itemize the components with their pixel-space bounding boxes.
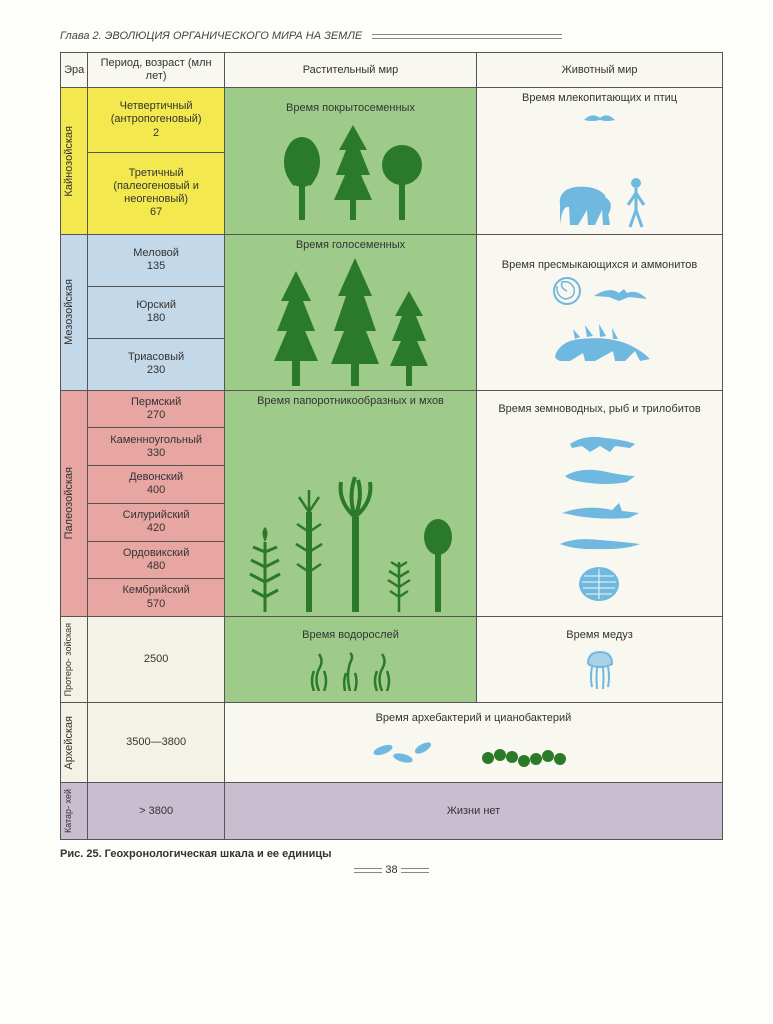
period-ordovician: Ордовикский480: [88, 541, 225, 579]
era-archean: Архейская: [61, 703, 88, 783]
animals-mesozoic: Время пресмыкающихся и аммонитов: [477, 234, 723, 390]
katarchean-life: Жизни нет: [224, 783, 722, 840]
fern-icon: [245, 522, 285, 612]
period-devonian: Девонский400: [88, 466, 225, 504]
cyanobacteria-icon: [478, 743, 578, 773]
kelp-icon: [367, 651, 397, 691]
tree-fern-icon: [333, 462, 378, 612]
header-plants: Растительный мир: [224, 53, 476, 88]
period-carboniferous: Каменноугольный330: [88, 428, 225, 466]
archaebacteria-icon: [368, 738, 438, 773]
era-paleozoic: Палеозойская: [61, 390, 88, 616]
human-icon: [624, 175, 649, 230]
pterosaur-icon: [589, 281, 649, 306]
header-period: Период, возраст (млн лет): [88, 53, 225, 88]
animals-cenozoic: Время млекопитающих и птиц: [477, 88, 723, 234]
period-katarchean: > 3800: [88, 783, 225, 840]
period-quaternary: Четвертичный (антропогеновый)2: [88, 88, 225, 152]
placoderm-icon: [555, 532, 645, 556]
amphibian-icon: [560, 426, 640, 454]
stegosaurus-icon: [545, 311, 655, 366]
animals-paleozoic: Время земноводных, рыб и трилобитов: [477, 390, 723, 616]
algae-icon: [304, 651, 334, 691]
conifer-tree-icon: [331, 120, 376, 220]
horsetail-icon: [289, 482, 329, 612]
period-permian: Пермский270: [88, 390, 225, 428]
mammoth-icon: [550, 175, 620, 230]
plants-cenozoic: Время покрытосеменных: [224, 88, 476, 234]
geochronology-table: Эра Период, возраст (млн лет) Растительн…: [60, 52, 723, 840]
plants-mesozoic: Время голосеменных: [224, 234, 476, 390]
pine-tree-icon: [387, 286, 432, 386]
era-katarchean: Катар- хей: [61, 783, 88, 840]
fish-icon: [557, 462, 642, 490]
page-number: 38: [60, 864, 723, 876]
animals-proterozoic: Время медуз: [477, 616, 723, 702]
ammonite-icon: [550, 276, 585, 306]
period-cambrian: Кембрийский570: [88, 579, 225, 617]
jellyfish-icon: [580, 649, 620, 691]
lycopod-icon: [421, 517, 456, 612]
header-animals: Животный мир: [477, 53, 723, 88]
chapter-header: Глава 2. ЭВОЛЮЦИЯ ОРГАНИЧЕСКОГО МИРА НА …: [60, 30, 723, 44]
era-cenozoic: Кайнозойская: [61, 88, 88, 234]
plants-paleozoic: Время папоротникообразных и мхов: [224, 390, 476, 616]
header-era: Эра: [61, 53, 88, 88]
header-row: Эра Период, возраст (млн лет) Растительн…: [61, 53, 723, 88]
period-proterozoic: 2500: [88, 616, 225, 702]
period-archean: 3500—3800: [88, 703, 225, 783]
period-jurassic: Юрский180: [88, 286, 225, 338]
shark-icon: [557, 498, 642, 524]
broadleaf-tree-icon: [380, 135, 425, 220]
bird-icon: [582, 110, 617, 130]
era-proterozoic: Протеро- зойская: [61, 616, 88, 702]
period-silurian: Силурийский420: [88, 503, 225, 541]
fir-tree-icon: [269, 266, 324, 386]
deciduous-tree-icon: [277, 130, 327, 220]
archean-life: Время архебактерий и цианобактерий: [224, 703, 722, 783]
trilobite-icon: [572, 564, 627, 604]
figure-caption: Рис. 25. Геохронологическая шкала и ее е…: [60, 848, 723, 860]
moss-icon: [382, 542, 417, 612]
period-cretaceous: Меловой135: [88, 234, 225, 286]
period-tertiary: Третичный (палеогеновый и неогеновый)67: [88, 152, 225, 234]
plants-proterozoic: Время водорослей: [224, 616, 476, 702]
seaweed-icon: [338, 651, 363, 691]
era-mesozoic: Мезозойская: [61, 234, 88, 390]
spruce-tree-icon: [328, 256, 383, 386]
period-triassic: Триасовый230: [88, 338, 225, 390]
